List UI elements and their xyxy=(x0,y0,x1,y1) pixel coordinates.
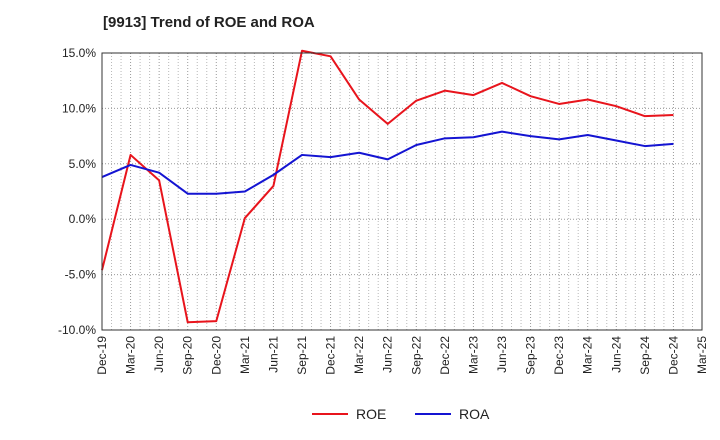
y-tick-label: 15.0% xyxy=(62,46,96,60)
y-tick-label: 10.0% xyxy=(62,101,96,115)
x-tick-label: Jun-22 xyxy=(381,336,395,373)
x-tick-label: Mar-21 xyxy=(238,336,252,374)
x-tick-label: Jun-23 xyxy=(495,336,509,373)
series-line-roe xyxy=(101,49,674,324)
x-tick-label: Sep-21 xyxy=(295,336,309,375)
x-tick-label: Dec-22 xyxy=(438,336,452,375)
x-tick-label: Dec-23 xyxy=(552,336,566,375)
x-tick-label: Jun-20 xyxy=(152,336,166,373)
x-tick-label: Sep-20 xyxy=(181,336,195,375)
series-line-roa xyxy=(101,130,674,195)
x-tick-label: Dec-24 xyxy=(666,336,680,375)
x-tick-label: Dec-19 xyxy=(95,336,109,375)
x-tick-label: Mar-23 xyxy=(466,336,480,374)
y-axis: -10.0% -5.0% 0.0% 5.0% 10.0% 15.0% xyxy=(58,46,96,337)
chart-title: [9913] Trend of ROE and ROA xyxy=(103,14,315,31)
legend-label-roe: ROE xyxy=(356,406,386,422)
x-tick-label: Mar-25 xyxy=(695,336,709,374)
plot-frame xyxy=(101,52,703,331)
y-tick-label: -10.0% xyxy=(58,323,96,337)
x-tick-label: Mar-22 xyxy=(352,336,366,374)
x-tick-label: Sep-23 xyxy=(524,336,538,375)
x-tick-label: Sep-22 xyxy=(409,336,423,375)
series-group xyxy=(101,49,674,324)
x-tick-label: Jun-24 xyxy=(609,336,623,373)
plot-background xyxy=(102,53,702,330)
y-tick-label: -5.0% xyxy=(65,268,97,282)
legend-label-roa: ROA xyxy=(459,406,490,422)
y-tick-label: 0.0% xyxy=(69,212,97,226)
x-tick-label: Mar-20 xyxy=(124,336,138,374)
legend: ROE ROA xyxy=(312,406,490,422)
x-tick-label: Jun-21 xyxy=(266,336,280,373)
x-tick-label: Mar-24 xyxy=(581,336,595,374)
x-axis: Dec-19 Mar-20 Jun-20 Sep-20 Dec-20 Mar-21 Jun-… xyxy=(95,336,709,375)
y-tick-label: 5.0% xyxy=(69,157,97,171)
x-tick-label: Dec-20 xyxy=(209,336,223,375)
x-tick-label: Sep-24 xyxy=(638,336,652,375)
x-tick-label: Dec-21 xyxy=(324,336,338,375)
